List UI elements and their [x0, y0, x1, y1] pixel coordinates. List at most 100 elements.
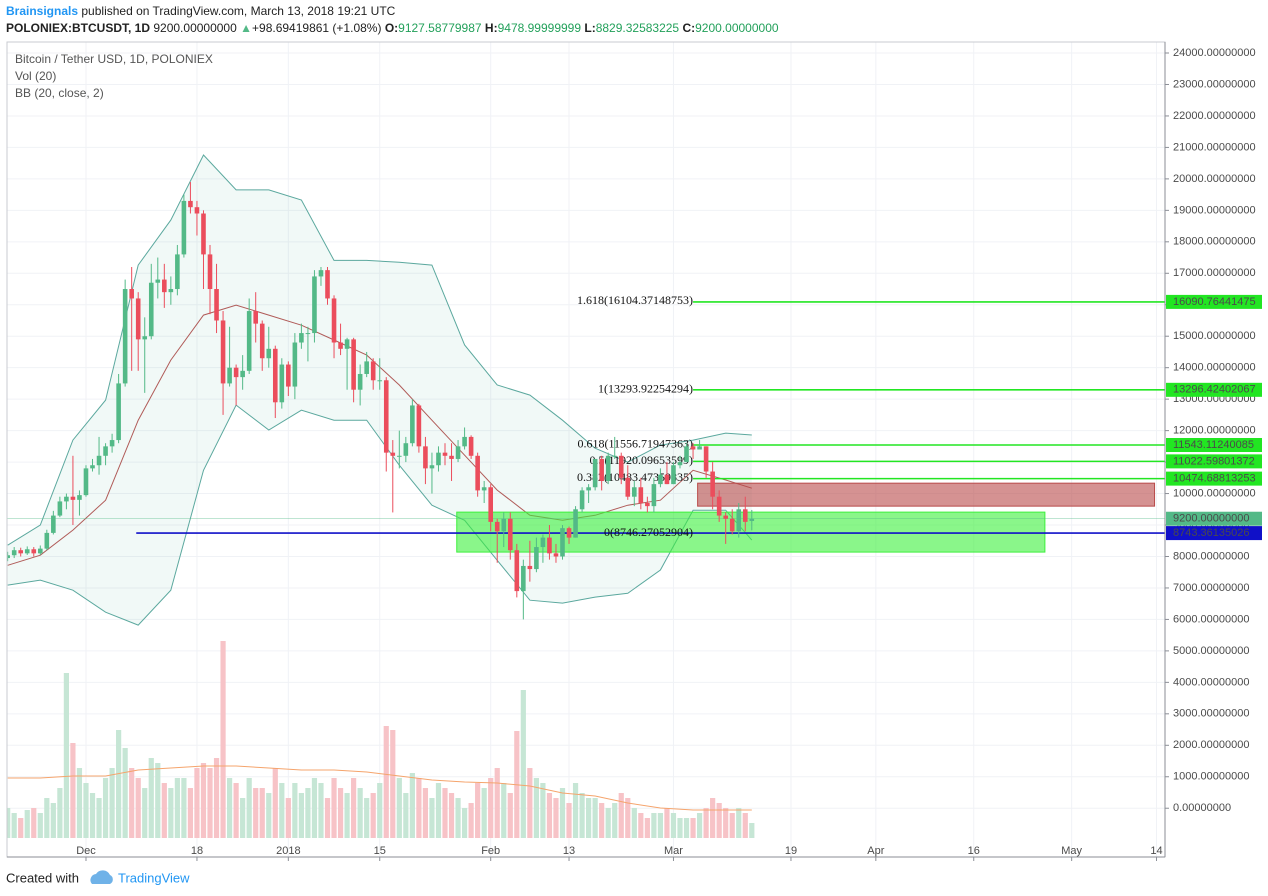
volume-bar — [122, 748, 128, 838]
candle-body — [521, 565, 526, 592]
volume-bar — [324, 798, 331, 838]
price-label: 11022.59801372 — [1173, 455, 1255, 467]
candle-body — [710, 471, 715, 497]
volume-bar — [370, 793, 376, 838]
fib-label: 0(8746.27052904) — [604, 525, 693, 539]
price-label-bg — [1166, 471, 1262, 486]
close-label: C: — [682, 21, 695, 35]
volume-bar — [579, 793, 585, 838]
axes: 0.00000000 1000.00000000 2000.00000000 3000… — [76, 47, 1262, 861]
volume-bar — [37, 813, 43, 838]
volume-bar — [31, 808, 37, 838]
volume-bar — [481, 788, 487, 838]
volume-bar — [83, 783, 89, 838]
volume-ma — [7, 765, 752, 811]
candle-body — [90, 465, 95, 469]
y-tick-label: 0.00000000 — [1173, 802, 1231, 814]
volume-bar — [96, 798, 102, 838]
candle-body — [566, 528, 572, 538]
footer-created: Created with — [6, 870, 79, 885]
candle-body — [279, 364, 285, 403]
candle-body — [351, 339, 356, 390]
volume-bar — [468, 803, 474, 838]
volume-bar — [331, 778, 337, 838]
candle-body — [592, 458, 598, 488]
volume-bar — [612, 803, 618, 838]
volume-bar — [422, 788, 429, 838]
volume-bar — [644, 818, 650, 838]
y-tick-label: 23000.00000000 — [1173, 78, 1256, 90]
volume-bar — [605, 808, 611, 838]
symbol: POLONIEX:BTCUSDT, 1D — [6, 21, 150, 35]
y-tick-label: 19000.00000000 — [1173, 204, 1256, 216]
volume-bar — [664, 808, 670, 838]
price-label-bg — [1166, 526, 1262, 541]
candle-body — [671, 465, 676, 485]
candle-body — [494, 521, 500, 532]
volume-bar — [533, 778, 539, 838]
y-tick-label: 12000.00000000 — [1173, 425, 1256, 437]
volume-bar — [599, 803, 605, 838]
candle-body — [77, 495, 82, 500]
candle-body — [436, 452, 441, 466]
candle-body — [96, 455, 102, 466]
price-label: 11543.11240085 — [1173, 439, 1254, 451]
candle-body — [573, 509, 578, 538]
volume-bar — [89, 793, 96, 838]
volume-bar — [540, 783, 546, 838]
candle-body — [194, 207, 200, 214]
volume-bar — [272, 768, 278, 838]
y-tick-label: 15000.00000000 — [1173, 330, 1256, 342]
volume-bar — [44, 798, 50, 838]
volume-bar — [507, 793, 513, 838]
bb-middle — [7, 304, 752, 566]
candle-body — [162, 279, 167, 293]
candle-body — [716, 496, 722, 516]
candle-body — [468, 436, 474, 456]
candle-body — [142, 336, 148, 340]
y-tick-label: 14000.00000000 — [1173, 362, 1256, 374]
candle-body — [383, 380, 389, 453]
low: 8829.32583225 — [596, 21, 680, 35]
candle-body — [325, 270, 330, 299]
volume-bar — [155, 763, 161, 838]
candle-body — [57, 501, 63, 516]
candle-body — [148, 282, 154, 337]
volume-bar — [194, 768, 200, 838]
open: 9127.58779987 — [398, 21, 482, 35]
volume-bar — [501, 783, 507, 838]
price-label: 10474.68813253 — [1173, 473, 1256, 485]
volume-bar — [690, 818, 696, 838]
volume-bar — [174, 778, 180, 838]
candle-body — [214, 289, 219, 321]
volume-bar — [546, 793, 553, 838]
candle-body — [155, 279, 161, 283]
y-tick-label: 4000.00000000 — [1173, 676, 1249, 688]
candle-body — [579, 490, 585, 510]
candle-body — [116, 383, 121, 441]
x-tick-label: 14 — [1150, 845, 1162, 857]
y-tick-label: 22000.00000000 — [1173, 110, 1256, 122]
volume-bar — [572, 783, 579, 838]
volume-bar — [187, 788, 194, 838]
candle-body — [455, 446, 461, 459]
volume-bar — [364, 798, 370, 838]
volume-bar — [50, 803, 56, 838]
bb-fill — [7, 154, 752, 626]
x-tick-label: Apr — [867, 845, 884, 857]
candle-body — [64, 496, 69, 502]
candle-body — [370, 361, 376, 381]
volume-bar — [168, 788, 174, 838]
volume-bar — [102, 778, 109, 838]
legend-bb: BB (20, close, 2) — [15, 86, 104, 100]
candle-body — [390, 452, 396, 456]
high: 9478.99999999 — [498, 21, 582, 35]
volume-bar — [279, 783, 285, 838]
volume-bar — [233, 783, 239, 838]
volume-bar — [749, 823, 755, 838]
volume-bar — [207, 768, 213, 838]
candle-body — [449, 455, 454, 459]
volume-bar — [70, 743, 76, 838]
volume-bar — [344, 793, 350, 838]
